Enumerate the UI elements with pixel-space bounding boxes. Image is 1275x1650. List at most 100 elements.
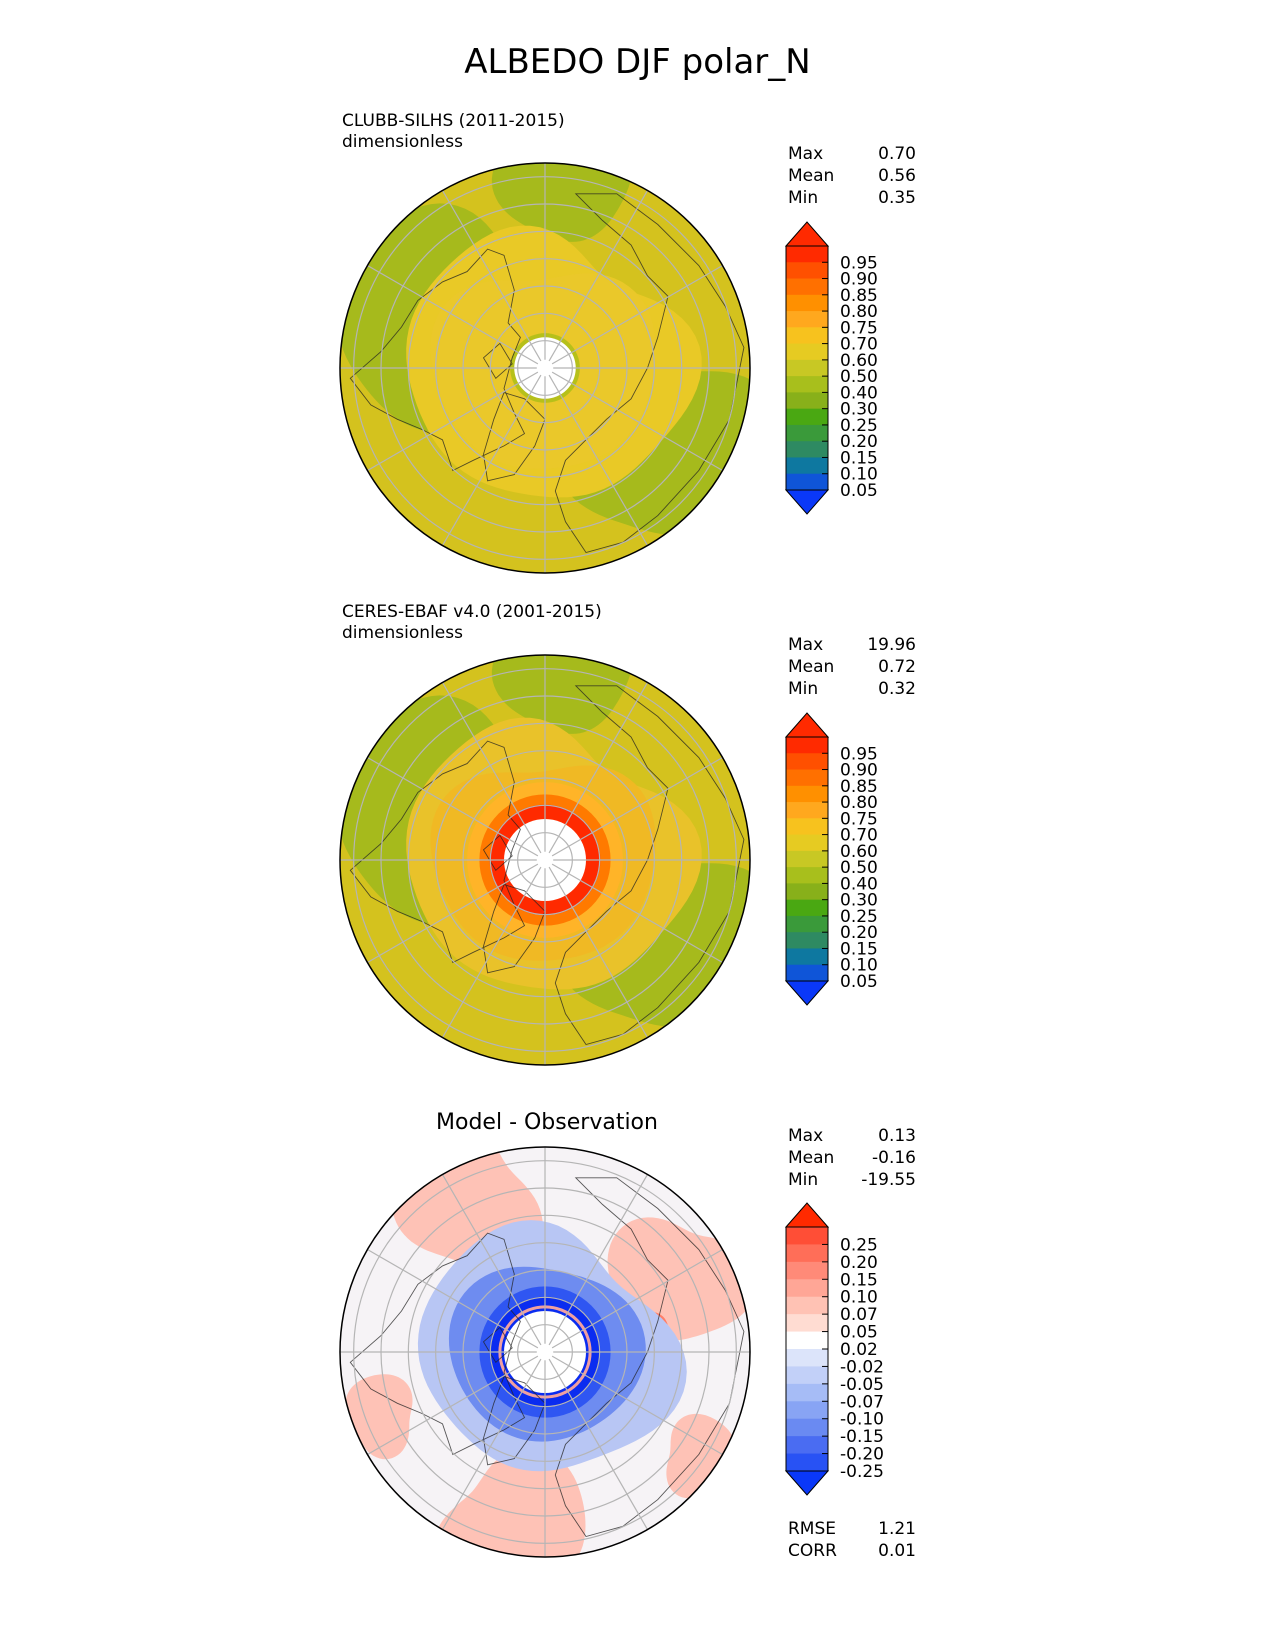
colorbar-segment [786,457,828,475]
colorbar-tick-label: 0.25 [840,1235,878,1255]
colorbar-tick-label: 0.80 [840,302,878,322]
colorbar-tick-label: 0.70 [840,335,878,355]
meridian-line [548,374,649,546]
metric-label: CORR [788,1541,837,1561]
meridian-line [551,863,723,964]
colorbar-segment [786,473,828,491]
colorbar-segment [786,246,828,263]
colorbar-tick-label: 0.50 [840,858,878,878]
colorbar-tick-label: -0.25 [840,1462,884,1482]
meridian-line [441,374,542,546]
colorbar-tick-label: -0.15 [840,1427,884,1447]
panel1-name: CLUBB-SILHS (2011-2015) [342,111,565,131]
map-boundary [339,654,751,1066]
panel3-stats: Max 0.13 Mean -0.16 Min -19.55 [788,1125,916,1191]
map-boundary [339,162,751,574]
colorbar-tick-label: 0.05 [840,481,878,501]
colorbar-segment [786,850,828,868]
colorbar-segment [786,834,828,852]
colorbar-tick-label: 0.05 [840,1323,878,1343]
stat-label: Min [788,188,819,208]
colorbar-segment [786,408,828,426]
colorbar-tick-label: 0.60 [840,842,878,862]
positive-anomaly [432,1446,586,1557]
colorbar-tick-label: 0.15 [840,939,878,959]
colorbar-segment [786,376,828,393]
colorbar-tick-label: 0.30 [840,891,878,911]
panel1-mean: 0.56 [878,166,916,186]
colorbar-extend-max [784,712,830,738]
colorbar-segment [786,1314,828,1333]
stat-label: Mean [788,657,835,677]
colorbar-tick-label: 0.10 [840,956,878,976]
colorbar-segment [786,262,828,280]
meridian-line [551,371,723,472]
meridian-line [367,371,539,472]
panel2-stats: Max 19.96 Mean 0.72 Min 0.32 [788,634,916,700]
colorbar-extend-max [784,221,830,247]
panel3-max: 0.13 [878,1126,916,1146]
colorbar-segment [786,899,828,917]
colorbar-segment [786,932,828,949]
colorbar-tick-label: -0.10 [840,1410,884,1430]
meridian-line [548,1358,649,1530]
colorbar-segment [786,441,828,458]
colorbar-tick-label: 0.85 [840,286,878,306]
colorbar-segment [786,1453,828,1472]
meridian-line [551,1248,723,1349]
meridian-line [548,866,649,1038]
meridian-line [441,190,542,362]
colorbar-segment [786,1296,828,1315]
colorbar-1: 0.950.900.850.800.750.700.600.500.400.30… [784,221,878,515]
colorbar-segment [786,769,828,787]
meridian-line [367,756,539,857]
colorbar-tick-label: 0.02 [840,1340,878,1360]
colorbar-segment [786,1366,828,1385]
colorbar-tick-label: 0.10 [840,465,878,485]
colorbar-2: 0.950.900.850.800.750.700.600.500.400.30… [784,712,878,1006]
panel3-mean: -0.16 [872,1148,916,1168]
colorbar-segment [786,311,828,328]
colorbar-segment [786,737,828,754]
colorbar-tick-label: 0.15 [840,1270,878,1290]
graticule [340,1147,750,1557]
colorbar-tick-label: 0.60 [840,351,878,371]
colorbar-segment [786,327,828,345]
colorbar-segment [786,1436,828,1455]
colorbar-segment [786,278,828,296]
panel1-max: 0.70 [878,144,916,164]
panel2-min: 0.32 [878,679,916,699]
panel3-metrics: RMSE 1.21 CORR 0.01 [788,1518,916,1562]
colorbar-tick-label: 0.90 [840,270,878,290]
colorbar-tick-label: 0.40 [840,383,878,403]
stat-label: Mean [788,166,835,186]
colorbar-tick-label: -0.07 [840,1392,884,1412]
colorbar-segment [786,392,828,410]
diff-title: Model - Observation [436,1110,658,1135]
stat-label: Max [788,144,824,164]
colorbar-tick-label: 0.80 [840,793,878,813]
stat-label: Max [788,635,824,655]
colorbar-tick-label: 0.15 [840,448,878,468]
colorbar-segment [786,1261,828,1280]
meridian-line [551,756,723,857]
meridian-line [367,1248,539,1349]
meridian-line [367,264,539,365]
colorbar-segment [786,867,828,884]
colorbar-tick-label: 0.07 [840,1305,878,1325]
colorbar-3: 0.250.200.150.100.070.050.02-0.02-0.05-0… [784,1202,884,1496]
colorbar-segment [786,1349,828,1367]
colorbar-extend-min [784,489,830,515]
colorbar-tick-label: -0.02 [840,1357,884,1377]
colorbar-extend-min [784,980,830,1006]
panel1-units: dimensionless [342,132,463,152]
stat-label: Min [788,1170,819,1190]
colorbar-segment [786,818,828,836]
colorbar-segment [786,1331,828,1350]
colorbar-tick-label: 0.50 [840,367,878,387]
colorbar-segment [786,785,828,803]
panel1-header: CLUBB-SILHS (2011-2015) dimensionless [342,111,565,153]
colorbar-tick-label: -0.20 [840,1445,884,1465]
colorbar-segment [786,424,828,442]
pole-hole [514,337,576,399]
